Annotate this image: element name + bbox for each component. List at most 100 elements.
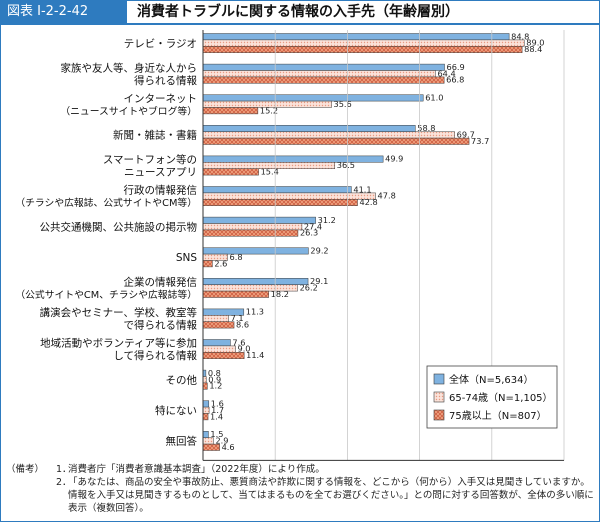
category-label-2: インターネット（ニュースサイトやブログ等） bbox=[60, 93, 197, 118]
figure-label: 図表 I-2-2-42 bbox=[1, 1, 127, 23]
bar-chart: 84.889.088.4 66.964.466.861.0 35.6 15.2 58.8… bbox=[15, 30, 565, 461]
value-label-8-1: 26.2 bbox=[300, 283, 318, 293]
category-label-9: 講演会やセミナー、学校、教室等で得られる情報 bbox=[40, 306, 198, 332]
value-label-3-2: 73.7 bbox=[471, 136, 489, 146]
value-label-7-2: 2.6 bbox=[214, 258, 227, 268]
value-label-2-1: 35.6 bbox=[334, 99, 352, 109]
value-label-12-2: 1.4 bbox=[210, 411, 223, 421]
bar-10-1 bbox=[202, 345, 236, 353]
value-label-11-2: 1.2 bbox=[209, 381, 222, 391]
legend: 全体（N=5,634） 65-74歳（N=1,105） 75歳以上（N=807） bbox=[426, 365, 558, 429]
value-label-5-0: 41.1 bbox=[353, 184, 371, 194]
value-label-4-0: 49.9 bbox=[385, 154, 403, 164]
value-label-4-1: 36.5 bbox=[337, 160, 355, 170]
value-label-6-1: 27.4 bbox=[304, 221, 322, 231]
bar-9-2 bbox=[202, 321, 235, 329]
value-label-1-1: 64.4 bbox=[437, 68, 455, 78]
bar-6-0 bbox=[202, 216, 316, 224]
bar-1-2 bbox=[202, 76, 445, 84]
category-label-0: テレビ・ラジオ bbox=[124, 38, 197, 50]
value-label-5-2: 42.8 bbox=[360, 197, 378, 207]
category-label-10: 地域活動やボランティア等に参加して得られる情報 bbox=[40, 337, 197, 363]
value-label-1-2: 66.8 bbox=[446, 75, 464, 85]
bar-11-2 bbox=[202, 382, 208, 390]
value-label-2-0: 61.0 bbox=[425, 93, 443, 103]
bar-2-2 bbox=[202, 107, 259, 115]
value-label-3-1: 69.7 bbox=[457, 130, 475, 140]
value-label-7-1: 6.8 bbox=[230, 252, 243, 262]
title-bar: 図表 I-2-2-42 消費者トラブルに関する情報の入手先（年齢層別） bbox=[1, 1, 599, 25]
bar-0-0 bbox=[202, 33, 510, 41]
value-label-10-2: 11.4 bbox=[246, 350, 264, 360]
value-label-1-0: 66.9 bbox=[447, 62, 465, 72]
bar-9-1 bbox=[202, 315, 229, 322]
value-label-10-0: 7.6 bbox=[232, 337, 245, 347]
note-1-text: 消費者庁「消費者意識基本調査」（2022年度）により作成。 bbox=[68, 464, 325, 475]
bar-12-0 bbox=[202, 400, 210, 408]
bar-5-1 bbox=[202, 192, 376, 200]
legend-box bbox=[426, 365, 558, 429]
value-label-0-2: 88.4 bbox=[524, 44, 542, 54]
bar-10-2 bbox=[202, 352, 245, 359]
value-label-9-2: 8.6 bbox=[236, 320, 249, 330]
value-label-13-2: 4.6 bbox=[222, 442, 235, 452]
bar-7-0 bbox=[202, 247, 309, 255]
bar-4-2 bbox=[202, 168, 259, 176]
value-label-12-1: 1.7 bbox=[211, 405, 224, 415]
value-label-8-0: 29.1 bbox=[310, 276, 328, 286]
category-label-6: 公共交通機関、公共施設の掲示物 bbox=[40, 221, 198, 234]
value-label-9-1: 7.1 bbox=[231, 313, 244, 323]
category-label-5: 行政の情報発信（チラシや広報誌、公式サイトやCM等） bbox=[15, 184, 197, 210]
x-axis: 020406080100（%） bbox=[202, 30, 565, 461]
bar-3-0 bbox=[202, 125, 416, 132]
value-label-5-1: 47.8 bbox=[378, 191, 396, 201]
legend-swatch-1 bbox=[433, 391, 445, 403]
notes-section: （備考） 1． 消費者庁「消費者意識基本調査」（2022年度）により作成。 2．… bbox=[6, 463, 594, 515]
value-label-7-0: 29.2 bbox=[310, 246, 328, 256]
category-label-13: 無回答 bbox=[166, 435, 198, 448]
value-label-6-2: 26.3 bbox=[300, 228, 318, 238]
note-1-number: 1． bbox=[56, 464, 72, 475]
value-label-12-0: 1.6 bbox=[211, 399, 224, 409]
value-label-13-1: 2.9 bbox=[215, 436, 228, 446]
legend-swatch-2 bbox=[433, 409, 445, 421]
bar-1-1 bbox=[202, 70, 436, 78]
value-label-11-0: 0.8 bbox=[208, 368, 221, 378]
bars-layer: 84.889.088.4 66.964.466.861.0 35.6 15.2 58.8… bbox=[202, 31, 545, 452]
category-label-8: 企業の情報発信（公式サイトやCM、チラシや広報誌等） bbox=[15, 275, 197, 301]
note-2-number: 2． bbox=[56, 477, 72, 488]
bar-5-0 bbox=[202, 186, 352, 194]
bar-13-2 bbox=[202, 443, 220, 451]
legend-label-2: 75歳以上（N=807） bbox=[449, 410, 547, 422]
notes-head: （備考） bbox=[6, 464, 45, 475]
legend-label-1: 65-74歳（N=1,105） bbox=[449, 392, 553, 404]
bar-0-2 bbox=[202, 46, 523, 53]
value-label-13-0: 1.5 bbox=[210, 429, 223, 439]
bar-6-2 bbox=[202, 229, 299, 237]
category-label-11: その他 bbox=[166, 374, 198, 387]
bar-6-1 bbox=[202, 223, 303, 231]
value-label-4-2: 15.4 bbox=[261, 167, 279, 177]
value-label-9-0: 11.3 bbox=[246, 307, 264, 317]
value-label-10-1: 9.0 bbox=[237, 344, 250, 354]
bar-12-1 bbox=[202, 406, 210, 414]
note-2-text: 「あなたは、商品の安全や事故防止、悪質商法や詐欺に関する情報を、どこから（何から… bbox=[68, 477, 594, 514]
value-label-8-2: 18.2 bbox=[271, 289, 289, 299]
value-label-0-1: 89.0 bbox=[526, 38, 544, 48]
category-label-12: 特にない bbox=[155, 405, 197, 417]
bar-7-2 bbox=[202, 260, 213, 268]
bar-3-1 bbox=[202, 131, 455, 139]
bar-4-0 bbox=[202, 155, 384, 163]
bar-0-1 bbox=[202, 39, 525, 47]
value-label-2-2: 15.2 bbox=[260, 105, 278, 115]
bar-13-0 bbox=[202, 431, 209, 438]
bar-1-0 bbox=[202, 63, 445, 71]
note-1: （備考） 1． 消費者庁「消費者意識基本調査」（2022年度）により作成。 bbox=[6, 463, 594, 476]
bar-3-2 bbox=[202, 137, 470, 145]
legend-label-0: 全体（N=5,634） bbox=[449, 373, 534, 386]
value-label-0-0: 84.8 bbox=[511, 31, 529, 41]
category-label-3: 新聞・雑誌・書籍 bbox=[113, 129, 197, 142]
legend-swatch-0 bbox=[433, 373, 445, 385]
bar-10-0 bbox=[202, 339, 231, 347]
bar-5-2 bbox=[202, 199, 358, 206]
